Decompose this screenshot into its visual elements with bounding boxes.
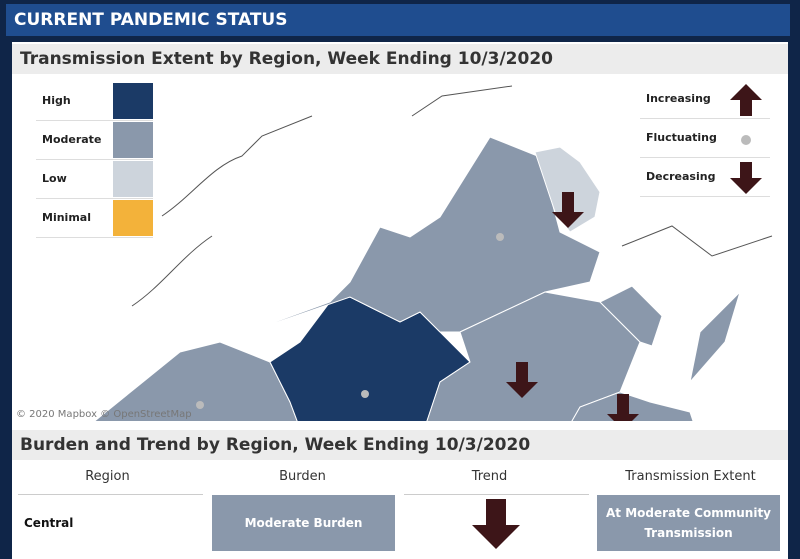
- legend-swatch: [113, 200, 153, 236]
- divider: [18, 494, 203, 495]
- trend-cell: [472, 499, 520, 549]
- legend-swatch: [113, 161, 153, 197]
- map-title: Transmission Extent by Region, Week Endi…: [12, 44, 788, 74]
- legend-item: Moderate: [36, 121, 153, 160]
- attribution: © 2020 Mapbox © OpenStreetMap: [16, 409, 192, 420]
- legend-label: Moderate: [42, 133, 102, 146]
- burden-cell: Moderate Burden: [212, 495, 395, 551]
- legend-swatch: [113, 83, 153, 119]
- column-header: Burden: [279, 469, 326, 484]
- panel: Transmission Extent by Region, Week Endi…: [12, 42, 788, 559]
- legend-label: Minimal: [42, 211, 91, 224]
- legend-item: Low: [36, 160, 153, 199]
- column-header: Transmission Extent: [625, 469, 756, 484]
- legend-label: High: [42, 94, 71, 107]
- legend-item: Minimal: [36, 199, 153, 238]
- legend-label: Increasing: [646, 92, 711, 105]
- column-header: Trend: [471, 469, 508, 484]
- region-cell: Central: [24, 516, 74, 530]
- legend-item: Increasing: [640, 80, 770, 119]
- legend-label: Low: [42, 172, 67, 185]
- trend-icon: [741, 135, 751, 145]
- legend-label: Fluctuating: [646, 131, 717, 144]
- legend-item: Fluctuating: [640, 119, 770, 158]
- trend-icon: [730, 162, 762, 194]
- divider: [404, 494, 589, 495]
- legend-icon: [730, 82, 764, 118]
- header-title: CURRENT PANDEMIC STATUS: [6, 4, 790, 36]
- legend-item: High: [36, 82, 153, 121]
- table-title: Burden and Trend by Region, Week Ending …: [12, 430, 788, 460]
- extent-cell: At Moderate Community Transmission: [597, 495, 780, 551]
- trend-icon: [730, 84, 762, 116]
- column-header: Region: [85, 469, 130, 484]
- legend-swatch: [113, 122, 153, 158]
- legend-icon: [730, 160, 764, 196]
- legend-item: Decreasing: [640, 158, 770, 197]
- map: © 2020 Mapbox © OpenStreetMap: [16, 85, 773, 421]
- legend-icon: [730, 121, 764, 157]
- legend-label: Decreasing: [646, 170, 716, 183]
